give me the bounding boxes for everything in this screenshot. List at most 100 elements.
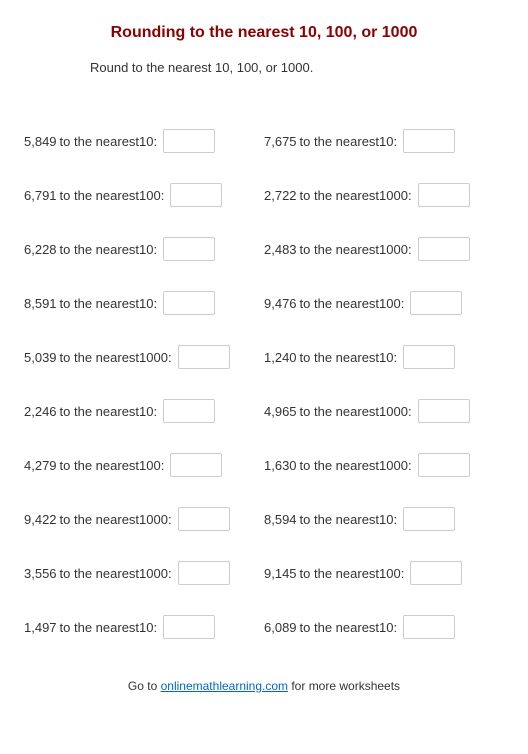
- problem-unit: 1000:: [379, 242, 412, 257]
- page-title: Rounding to the nearest 10, 100, or 1000: [20, 24, 508, 42]
- worksheet-page: Rounding to the nearest 10, 100, or 1000…: [0, 0, 528, 693]
- footer-link[interactable]: onlinemathlearning.com: [161, 679, 288, 693]
- problem-join-text: to the nearest: [300, 620, 380, 635]
- answer-input[interactable]: [163, 615, 215, 639]
- answer-input[interactable]: [403, 129, 455, 153]
- answer-input[interactable]: [163, 291, 215, 315]
- problem-number: 9,145: [264, 566, 297, 581]
- problem-join-text: to the nearest: [300, 566, 380, 581]
- problem-join-text: to the nearest: [300, 134, 380, 149]
- problem-unit: 100:: [139, 188, 164, 203]
- problems-grid: 5,849 to the nearest 10:7,675 to the nea…: [20, 129, 508, 639]
- problem-number: 8,591: [24, 296, 57, 311]
- problem-unit: 10:: [139, 620, 157, 635]
- problem-item: 2,483 to the nearest 1000:: [264, 237, 504, 261]
- problem-number: 1,497: [24, 620, 57, 635]
- answer-input[interactable]: [163, 129, 215, 153]
- problem-item: 4,965 to the nearest 1000:: [264, 399, 504, 423]
- answer-input[interactable]: [178, 561, 230, 585]
- problem-unit: 10:: [379, 512, 397, 527]
- problem-unit: 10:: [379, 350, 397, 365]
- problem-number: 5,039: [24, 350, 57, 365]
- problem-item: 6,228 to the nearest 10:: [24, 237, 264, 261]
- problem-join-text: to the nearest: [300, 404, 380, 419]
- problem-item: 3,556 to the nearest 1000:: [24, 561, 264, 585]
- problem-number: 2,246: [24, 404, 57, 419]
- problem-unit: 1000:: [139, 566, 172, 581]
- problem-item: 8,591 to the nearest 10:: [24, 291, 264, 315]
- problem-join-text: to the nearest: [60, 620, 140, 635]
- answer-input[interactable]: [163, 237, 215, 261]
- answer-input[interactable]: [163, 399, 215, 423]
- problem-unit: 1000:: [379, 458, 412, 473]
- problem-item: 7,675 to the nearest 10:: [264, 129, 504, 153]
- problem-unit: 10:: [139, 242, 157, 257]
- footer-suffix: for more worksheets: [288, 679, 400, 693]
- problem-number: 1,240: [264, 350, 297, 365]
- problem-unit: 100:: [139, 458, 164, 473]
- answer-input[interactable]: [418, 453, 470, 477]
- problem-item: 9,145 to the nearest 100:: [264, 561, 504, 585]
- problem-unit: 1000:: [379, 188, 412, 203]
- problem-number: 9,422: [24, 512, 57, 527]
- problem-unit: 1000:: [139, 350, 172, 365]
- answer-input[interactable]: [170, 183, 222, 207]
- answer-input[interactable]: [418, 237, 470, 261]
- problem-unit: 1000:: [139, 512, 172, 527]
- problem-number: 6,791: [24, 188, 57, 203]
- problem-item: 2,246 to the nearest 10:: [24, 399, 264, 423]
- problem-number: 3,556: [24, 566, 57, 581]
- problem-join-text: to the nearest: [300, 512, 380, 527]
- problem-item: 9,422 to the nearest 1000:: [24, 507, 264, 531]
- problem-unit: 10:: [139, 134, 157, 149]
- answer-input[interactable]: [170, 453, 222, 477]
- problem-item: 6,791 to the nearest 100:: [24, 183, 264, 207]
- problem-item: 4,279 to the nearest 100:: [24, 453, 264, 477]
- answer-input[interactable]: [403, 615, 455, 639]
- problem-number: 1,630: [264, 458, 297, 473]
- problem-item: 5,039 to the nearest 1000:: [24, 345, 264, 369]
- problem-item: 2,722 to the nearest 1000:: [264, 183, 504, 207]
- problem-item: 1,240 to the nearest 10:: [264, 345, 504, 369]
- problem-item: 8,594 to the nearest 10:: [264, 507, 504, 531]
- footer-text: Go to onlinemathlearning.com for more wo…: [20, 679, 508, 693]
- answer-input[interactable]: [178, 507, 230, 531]
- problem-join-text: to the nearest: [60, 566, 140, 581]
- problem-unit: 10:: [139, 404, 157, 419]
- problem-unit: 10:: [379, 620, 397, 635]
- problem-number: 7,675: [264, 134, 297, 149]
- problem-number: 6,228: [24, 242, 57, 257]
- problem-unit: 100:: [379, 566, 404, 581]
- answer-input[interactable]: [418, 399, 470, 423]
- problem-join-text: to the nearest: [60, 296, 140, 311]
- answer-input[interactable]: [403, 345, 455, 369]
- answer-input[interactable]: [418, 183, 470, 207]
- problem-item: 6,089 to the nearest 10:: [264, 615, 504, 639]
- problem-number: 2,483: [264, 242, 297, 257]
- problem-number: 5,849: [24, 134, 57, 149]
- problem-join-text: to the nearest: [300, 242, 380, 257]
- answer-input[interactable]: [178, 345, 230, 369]
- problem-join-text: to the nearest: [300, 188, 380, 203]
- problem-item: 1,630 to the nearest 1000:: [264, 453, 504, 477]
- answer-input[interactable]: [403, 507, 455, 531]
- problem-join-text: to the nearest: [300, 458, 380, 473]
- problem-number: 4,279: [24, 458, 57, 473]
- answer-input[interactable]: [410, 291, 462, 315]
- instructions-text: Round to the nearest 10, 100, or 1000.: [90, 60, 508, 75]
- problem-item: 5,849 to the nearest 10:: [24, 129, 264, 153]
- problem-join-text: to the nearest: [60, 350, 140, 365]
- problem-join-text: to the nearest: [60, 458, 140, 473]
- problem-number: 2,722: [264, 188, 297, 203]
- problem-item: 9,476 to the nearest 100:: [264, 291, 504, 315]
- problem-number: 8,594: [264, 512, 297, 527]
- problem-join-text: to the nearest: [60, 188, 140, 203]
- problem-join-text: to the nearest: [300, 296, 380, 311]
- answer-input[interactable]: [410, 561, 462, 585]
- problem-join-text: to the nearest: [60, 404, 140, 419]
- problem-item: 1,497 to the nearest 10:: [24, 615, 264, 639]
- problem-unit: 10:: [379, 134, 397, 149]
- problem-join-text: to the nearest: [300, 350, 380, 365]
- problem-number: 4,965: [264, 404, 297, 419]
- problem-join-text: to the nearest: [60, 134, 140, 149]
